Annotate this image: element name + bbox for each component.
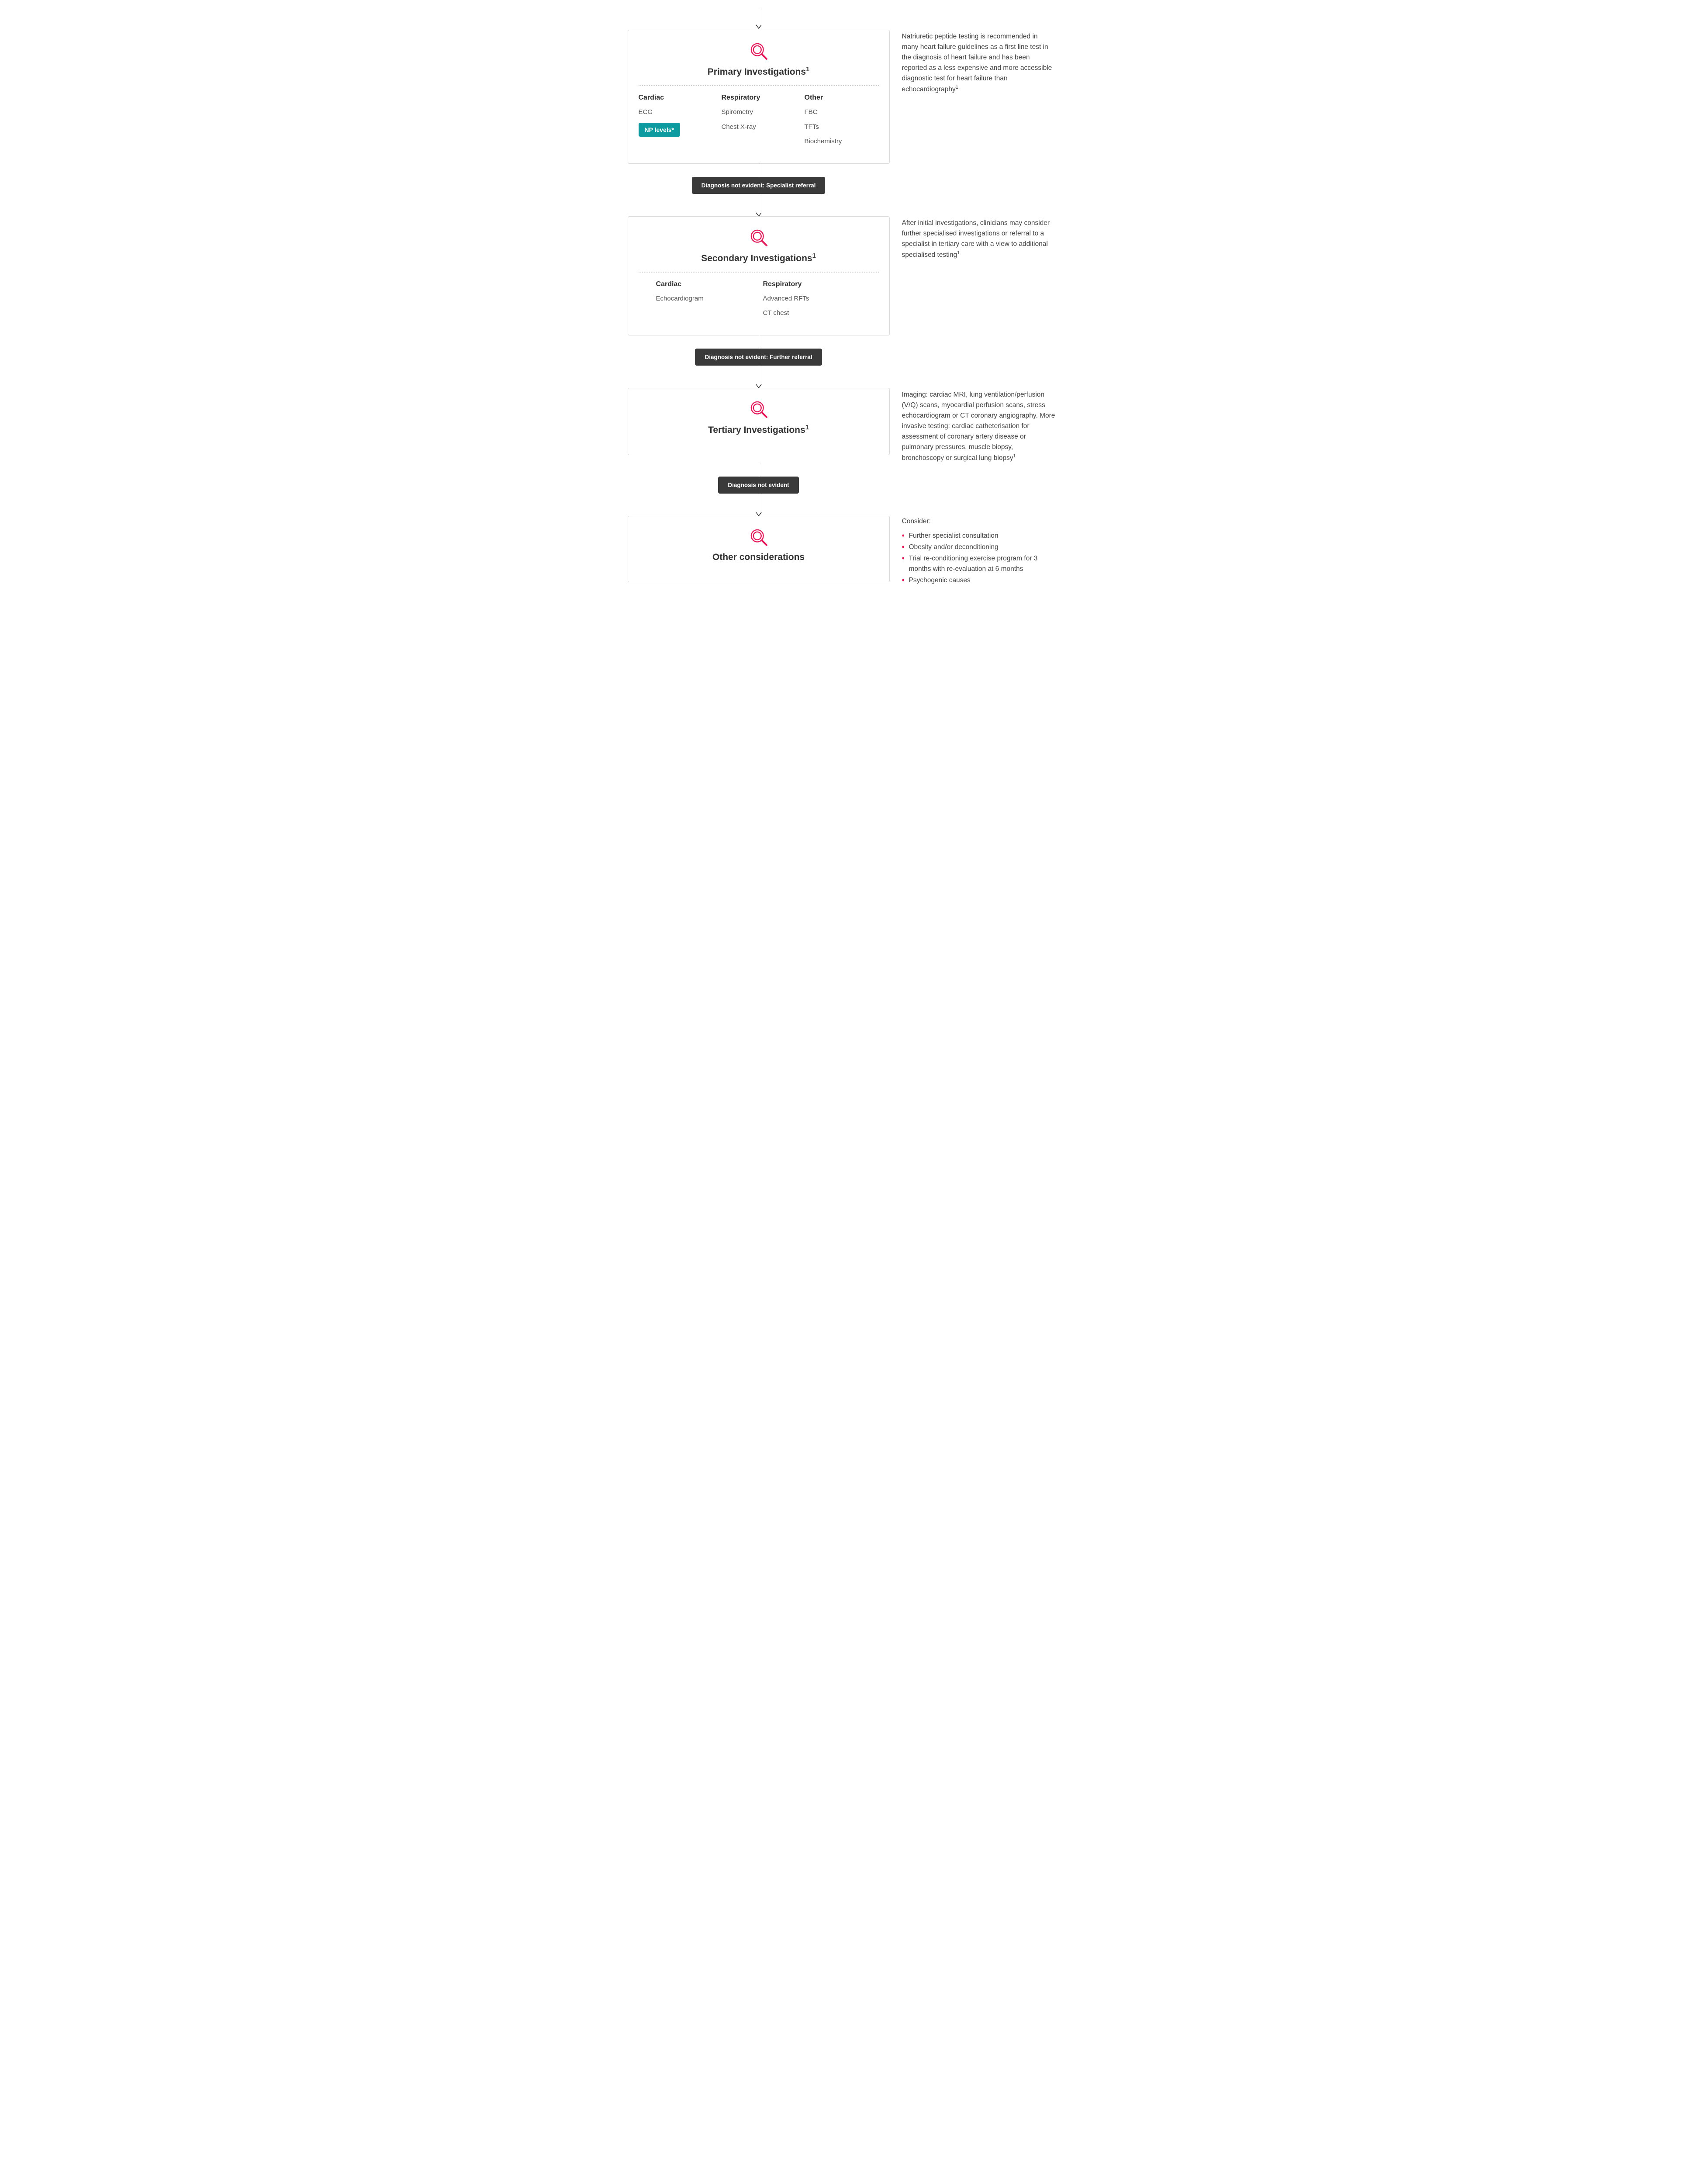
col-item: Advanced RFTs <box>763 294 861 303</box>
col-item: ECG <box>639 108 713 117</box>
magnify-icon <box>639 398 879 421</box>
col-respiratory: Respiratory Spirometry Chest X-ray <box>722 94 796 152</box>
magnify-icon <box>639 40 879 62</box>
secondary-columns: Cardiac Echocardiogram Respiratory Advan… <box>639 280 879 324</box>
np-levels-pill: NP levels* <box>639 123 713 137</box>
col-item: TFTs <box>805 123 879 131</box>
col-cardiac: Cardiac Echocardiogram <box>656 280 754 324</box>
step-secondary-row: Secondary Investigations1 Cardiac Echoca… <box>628 216 1056 335</box>
card-title: Other considerations <box>639 552 879 563</box>
side-note-primary: Natriuretic peptide testing is recommend… <box>902 31 1056 95</box>
step-other-row: Other considerations Consider: Further s… <box>628 516 1056 587</box>
col-heading: Cardiac <box>639 94 713 102</box>
col-heading: Cardiac <box>656 280 754 288</box>
connector-2: Diagnosis not evident: Further referral <box>628 335 890 388</box>
col-heading: Other <box>805 94 879 102</box>
step-primary-row: Primary Investigations1 Cardiac ECG NP l… <box>628 30 1056 164</box>
col-respiratory: Respiratory Advanced RFTs CT chest <box>763 280 861 324</box>
card-title: Primary Investigations1 <box>639 66 879 77</box>
bullet-item: Psychogenic causes <box>902 575 1056 586</box>
card-secondary-investigations: Secondary Investigations1 Cardiac Echoca… <box>628 216 890 335</box>
bullet-item: Obesity and/or deconditioning <box>902 542 1056 553</box>
col-item: Spirometry <box>722 108 796 117</box>
card-title: Tertiary Investigations1 <box>639 424 879 435</box>
col-heading: Respiratory <box>722 94 796 102</box>
magnify-icon <box>639 226 879 249</box>
col-item: CT chest <box>763 309 861 318</box>
side-note-secondary: After initial investigations, clinicians… <box>902 218 1056 260</box>
card-primary-investigations: Primary Investigations1 Cardiac ECG NP l… <box>628 30 890 164</box>
col-item: Biochemistry <box>805 137 879 146</box>
card-other-considerations: Other considerations <box>628 516 890 582</box>
lead-arrow <box>628 9 890 30</box>
connector-3: Diagnosis not evident <box>628 463 890 516</box>
bullet-item: Trial re-conditioning exercise program f… <box>902 553 1056 574</box>
side-note-tertiary: Imaging: cardiac MRI, lung ventilation/p… <box>902 390 1056 463</box>
step-tertiary-row: Tertiary Investigations1 Imaging: cardia… <box>628 388 1056 463</box>
col-item: FBC <box>805 108 879 117</box>
col-cardiac: Cardiac ECG NP levels* <box>639 94 713 152</box>
magnify-icon <box>639 526 879 549</box>
flowchart-canvas: Primary Investigations1 Cardiac ECG NP l… <box>628 9 1056 587</box>
primary-columns: Cardiac ECG NP levels* Respiratory Spiro… <box>639 94 879 152</box>
col-heading: Respiratory <box>763 280 861 288</box>
consider-heading: Consider: <box>902 518 1056 525</box>
consider-bullets: Further specialist consultation Obesity … <box>902 531 1056 586</box>
connector-1: Diagnosis not evident: Specialist referr… <box>628 164 890 216</box>
col-other: Other FBC TFTs Biochemistry <box>805 94 879 152</box>
card-title: Secondary Investigations1 <box>639 252 879 264</box>
card-tertiary-investigations: Tertiary Investigations1 <box>628 388 890 455</box>
bullet-item: Further specialist consultation <box>902 531 1056 541</box>
col-item: Chest X-ray <box>722 123 796 131</box>
col-item: Echocardiogram <box>656 294 754 303</box>
